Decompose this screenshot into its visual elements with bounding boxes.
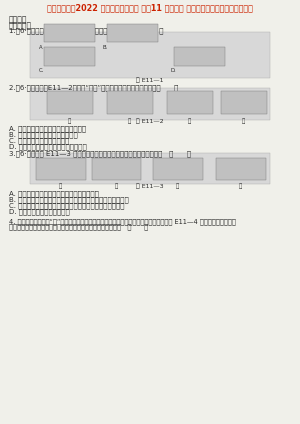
Text: 基础过关: 基础过关 xyxy=(9,16,28,25)
Text: D. 图丁：两个用油脂压在一起的合钓针: D. 图丁：两个用油脂压在一起的合钓针 xyxy=(9,143,87,150)
Text: C.: C. xyxy=(39,68,44,73)
Text: 丁: 丁 xyxy=(239,183,242,189)
Text: 图 E11—1: 图 E11—1 xyxy=(136,78,164,83)
Bar xyxy=(30,32,270,78)
Text: B. 图乙：装有液体的玻璃管，出液管前端使的推出部往外凸起: B. 图乙：装有液体的玻璃管，出液管前端使的推出部往外凸起 xyxy=(9,197,129,204)
Text: C. 图丙：条形磁铁吸引小磁针: C. 图丙：条形磁铁吸引小磁针 xyxy=(9,137,69,144)
Bar xyxy=(220,91,267,114)
Text: A. 图甲：向颈流经中间吹气，纸张向中间靠拢: A. 图甲：向颈流经中间吹气，纸张向中间靠拢 xyxy=(9,191,99,198)
Text: 甲: 甲 xyxy=(68,118,71,124)
Text: 1.［6·选必］下列因矿泉水瓶开孔的实验中，能证明大气压存在的是（      ）: 1.［6·选必］下列因矿泉水瓶开孔的实验中，能证明大气压存在的是（ ） xyxy=(9,28,164,34)
Text: 4. 为解决某地下商城“工”字形通道中过道的通风问题，技术员设计了以下几种方案，如图 E11—4 所示，深色部分为堆: 4. 为解决某地下商城“工”字形通道中过道的通风问题，技术员设计了以下几种方案，… xyxy=(9,218,236,225)
Text: 乙: 乙 xyxy=(115,183,118,189)
Text: A.: A. xyxy=(39,45,44,50)
Text: 丙: 丙 xyxy=(188,118,191,124)
Text: 丁: 丁 xyxy=(242,118,245,124)
Text: 塞介出部分，为安装在过渠顶的排气缸，其中能存进又导摇的是   （      ）: 塞介出部分，为安装在过渠顶的排气缸，其中能存进又导摇的是 （ ） xyxy=(9,224,148,231)
Text: 图 E11—3: 图 E11—3 xyxy=(136,184,164,189)
Bar xyxy=(92,158,141,180)
Bar xyxy=(216,158,266,180)
Bar xyxy=(44,24,94,42)
Text: A. 图甲：放大镜时看玻璃镜瓶在皮肤上: A. 图甲：放大镜时看玻璃镜瓶在皮肤上 xyxy=(9,126,86,132)
Text: 2.［6·选必］如图E11—2所示的“现象”情景中，由大气压强引起的是（      ）: 2.［6·选必］如图E11—2所示的“现象”情景中，由大气压强引起的是（ ） xyxy=(9,85,178,92)
Text: B. 图乙：塑料瓶子吸引于橡的头皮: B. 图乙：塑料瓶子吸引于橡的头皮 xyxy=(9,131,78,138)
Text: 乙: 乙 xyxy=(128,118,131,124)
Text: C. 图丙：继铁斧台边，人必须站在安全要线以外的区域候车: C. 图丙：继铁斧台边，人必须站在安全要线以外的区域候车 xyxy=(9,203,124,209)
Text: D. 图丁：飞机升力的产生原因: D. 图丁：飞机升力的产生原因 xyxy=(9,209,70,215)
Bar xyxy=(30,153,270,184)
Text: 图 E11—2: 图 E11—2 xyxy=(136,119,164,124)
Bar xyxy=(44,47,94,66)
Text: 3.［6·七分］图 E11—3 中现象不能把流体压强与流速的关系来解释的是   （      ）: 3.［6·七分］图 E11—3 中现象不能把流体压强与流速的关系来解释的是 （ … xyxy=(9,151,191,157)
Text: 一、选择题: 一、选择题 xyxy=(9,21,32,30)
Bar xyxy=(153,158,202,180)
Text: D.: D. xyxy=(171,68,177,73)
Bar xyxy=(106,91,153,114)
Bar xyxy=(174,47,225,66)
Bar xyxy=(46,91,93,114)
Text: （湖南专用）2022 中考物理高分一轮 单元11 大气压强 流体压强与流速的关系课时训练: （湖南专用）2022 中考物理高分一轮 单元11 大气压强 流体压强与流速的关系… xyxy=(47,3,253,12)
Text: B.: B. xyxy=(102,45,107,50)
Bar xyxy=(167,91,213,114)
Bar xyxy=(36,158,86,180)
Text: 丙: 丙 xyxy=(176,183,179,189)
Bar xyxy=(30,88,270,120)
Text: 甲: 甲 xyxy=(59,183,62,189)
Bar xyxy=(106,24,158,42)
